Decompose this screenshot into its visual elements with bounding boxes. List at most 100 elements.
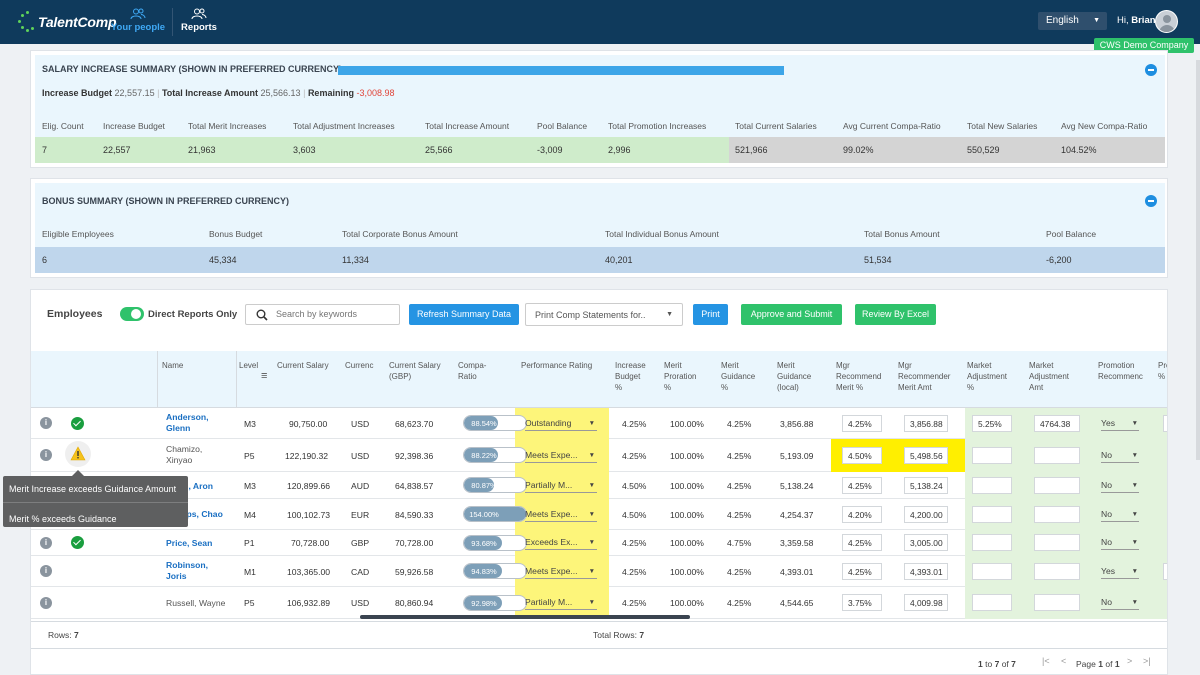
market-adj-pct-input[interactable] bbox=[972, 477, 1012, 494]
mgr-merit-amt-input[interactable]: 5,138.24 bbox=[904, 477, 948, 494]
employee-name[interactable]: Chamizo, Xinyao bbox=[166, 444, 202, 466]
direct-reports-toggle[interactable] bbox=[120, 307, 144, 321]
mgr-merit-pct-input[interactable]: 4.25% bbox=[842, 534, 882, 551]
menu-icon[interactable]: ≡ bbox=[261, 370, 268, 382]
mgr-merit-pct-input[interactable]: 3.75% bbox=[842, 594, 882, 611]
language-dropdown[interactable]: English ▼ bbox=[1038, 12, 1107, 30]
info-icon[interactable]: i bbox=[40, 597, 52, 609]
promo-pct-input[interactable] bbox=[1163, 415, 1167, 432]
market-adj-pct-input[interactable] bbox=[972, 506, 1012, 523]
nav-reports[interactable]: Reports bbox=[180, 8, 218, 36]
first-page-icon[interactable]: |< bbox=[1042, 656, 1050, 666]
column-header-level[interactable]: Level ≡ bbox=[239, 360, 267, 382]
employee-name[interactable]: Anderson, Glenn bbox=[166, 412, 209, 434]
column-header-market-adj-pct[interactable]: Market Adjustment% bbox=[967, 360, 1007, 393]
promotion-dropdown[interactable]: No ▼ bbox=[1101, 480, 1139, 493]
column-header-currency[interactable]: Currenc bbox=[345, 361, 374, 370]
market-adj-amt-input[interactable] bbox=[1034, 447, 1080, 464]
info-icon[interactable]: i bbox=[40, 565, 52, 577]
market-adj-pct-input[interactable] bbox=[972, 447, 1012, 464]
promotion-dropdown[interactable]: No ▼ bbox=[1101, 537, 1139, 550]
table-row[interactable]: i Chamizo, Xinyao P5 122,190.32 USD 92,39… bbox=[31, 439, 1167, 472]
employee-name[interactable]: Phillips, Chao bbox=[166, 509, 223, 519]
approve-submit-button[interactable]: Approve and Submit bbox=[741, 304, 842, 325]
mgr-merit-pct-input[interactable]: 4.20% bbox=[842, 506, 882, 523]
mgr-merit-pct-input[interactable]: 4.25% bbox=[842, 477, 882, 494]
column-header-merit-guidance-local[interactable]: Merit Guidance (local) bbox=[777, 360, 811, 393]
next-page-icon[interactable]: > bbox=[1127, 656, 1133, 666]
market-adj-pct-input[interactable]: 5.25% bbox=[972, 415, 1012, 432]
table-row[interactable]: Phillips, Chao M4 100,102.73 EUR 84,590.… bbox=[31, 499, 1167, 530]
info-icon[interactable]: i bbox=[40, 537, 52, 549]
employee-name[interactable]: Price, Sean bbox=[166, 538, 213, 548]
promotion-dropdown[interactable]: No ▼ bbox=[1101, 509, 1139, 522]
table-row[interactable]: i Price, Sean P1 70,728.00 GBP 70,728.00… bbox=[31, 530, 1167, 556]
promo-pct-input[interactable] bbox=[1163, 563, 1167, 580]
column-header-mgr-merit-pct[interactable]: Mgr Recommend Merit % bbox=[836, 360, 881, 393]
promotion-dropdown[interactable]: No ▼ bbox=[1101, 597, 1139, 610]
previous-page-icon[interactable]: < bbox=[1061, 656, 1067, 666]
avatar[interactable] bbox=[1155, 10, 1178, 33]
warning-icon[interactable] bbox=[65, 441, 91, 467]
column-header-mgr-merit-amt[interactable]: Mgr Recommender Merit Amt bbox=[898, 360, 950, 393]
promotion-dropdown[interactable]: No ▼ bbox=[1101, 450, 1139, 463]
market-adj-pct-input[interactable] bbox=[972, 534, 1012, 551]
column-header-merit-proration[interactable]: Merit Proration% bbox=[664, 360, 696, 393]
market-adj-amt-input[interactable] bbox=[1034, 506, 1080, 523]
promotion-dropdown[interactable]: Yes ▼ bbox=[1101, 566, 1139, 579]
employee-name[interactable]: Pikes, Aron bbox=[166, 481, 213, 491]
last-page-icon[interactable]: >| bbox=[1143, 656, 1151, 666]
promotion-dropdown[interactable]: Yes ▼ bbox=[1101, 418, 1139, 431]
market-adj-pct-input[interactable] bbox=[972, 563, 1012, 580]
print-button[interactable]: Print bbox=[693, 304, 728, 325]
performance-dropdown[interactable]: Meets Expe... ▼ bbox=[525, 450, 597, 463]
employee-name[interactable]: Robinson, Joris bbox=[166, 560, 208, 582]
performance-dropdown[interactable]: Partially M... ▼ bbox=[525, 480, 597, 493]
column-header-compa-ratio[interactable]: Compa- Ratio bbox=[458, 360, 486, 382]
performance-dropdown[interactable]: Meets Expe... ▼ bbox=[525, 509, 597, 522]
print-comp-statements-select[interactable]: Print Comp Statements for.. ▼ bbox=[525, 303, 683, 326]
mgr-merit-amt-input[interactable]: 4,200.00 bbox=[904, 506, 948, 523]
performance-dropdown[interactable]: Exceeds Ex... ▼ bbox=[525, 537, 597, 550]
mgr-merit-amt-input[interactable]: 5,498.56 bbox=[904, 447, 948, 464]
market-adj-amt-input[interactable] bbox=[1034, 563, 1080, 580]
collapse-icon[interactable] bbox=[1145, 64, 1157, 76]
employee-name[interactable]: Russell, Wayne bbox=[166, 598, 226, 608]
mgr-merit-amt-input[interactable]: 4,009.98 bbox=[904, 594, 948, 611]
market-adj-amt-input[interactable]: 4764.38 bbox=[1034, 415, 1080, 432]
column-header-merit-guidance[interactable]: Merit Guidance% bbox=[721, 360, 755, 393]
column-header-promotion[interactable]: Promotion Recommenc bbox=[1098, 360, 1143, 382]
column-header-current-salary[interactable]: Current Salary bbox=[277, 361, 329, 370]
market-adj-amt-input[interactable] bbox=[1034, 594, 1080, 611]
info-icon[interactable]: i bbox=[40, 417, 52, 429]
review-excel-button[interactable]: Review By Excel bbox=[855, 304, 936, 325]
mgr-merit-amt-input[interactable]: 3,005.00 bbox=[904, 534, 948, 551]
table-row[interactable]: i Anderson, Glenn M3 90,750.00 USD 68,623… bbox=[31, 408, 1167, 439]
column-header-increase-budget[interactable]: Increase Budget% bbox=[615, 360, 646, 393]
search-box[interactable] bbox=[245, 304, 400, 325]
market-adj-amt-input[interactable] bbox=[1034, 477, 1080, 494]
column-header-market-adj-amt[interactable]: Market Adjustment Amt bbox=[1029, 360, 1069, 393]
mgr-merit-amt-input[interactable]: 3,856.88 bbox=[904, 415, 948, 432]
column-header-promo-pct[interactable]: Pro% bbox=[1158, 360, 1167, 382]
performance-dropdown[interactable]: Partially M... ▼ bbox=[525, 597, 597, 610]
column-header-name[interactable]: Name bbox=[162, 361, 184, 370]
mgr-merit-pct-input[interactable]: 4.25% bbox=[842, 415, 882, 432]
mgr-merit-pct-input[interactable]: 4.25% bbox=[842, 563, 882, 580]
collapse-icon[interactable] bbox=[1145, 195, 1157, 207]
search-input[interactable] bbox=[276, 309, 394, 319]
performance-dropdown[interactable]: Meets Expe... ▼ bbox=[525, 566, 597, 579]
market-adj-pct-input[interactable] bbox=[972, 594, 1012, 611]
mgr-merit-pct-input[interactable]: 4.50% bbox=[842, 447, 882, 464]
table-row[interactable]: i Robinson, Joris M1 103,365.00 CAD 59,92… bbox=[31, 556, 1167, 587]
column-header-performance[interactable]: Performance Rating bbox=[521, 361, 593, 370]
table-row[interactable]: i Russell, Wayne P5 106,932.89 USD 80,86… bbox=[31, 587, 1167, 619]
table-row[interactable]: i Pikes, Aron M3 120,899.66 AUD 64,838.5… bbox=[31, 472, 1167, 499]
performance-dropdown[interactable]: Outstanding ▼ bbox=[525, 418, 597, 431]
horizontal-scrollbar[interactable] bbox=[360, 615, 690, 619]
mgr-merit-amt-input[interactable]: 4,393.01 bbox=[904, 563, 948, 580]
page-scrollbar[interactable] bbox=[1196, 60, 1200, 460]
market-adj-amt-input[interactable] bbox=[1034, 534, 1080, 551]
refresh-summary-button[interactable]: Refresh Summary Data bbox=[409, 304, 519, 325]
nav-your-people[interactable]: Your people bbox=[110, 8, 166, 36]
